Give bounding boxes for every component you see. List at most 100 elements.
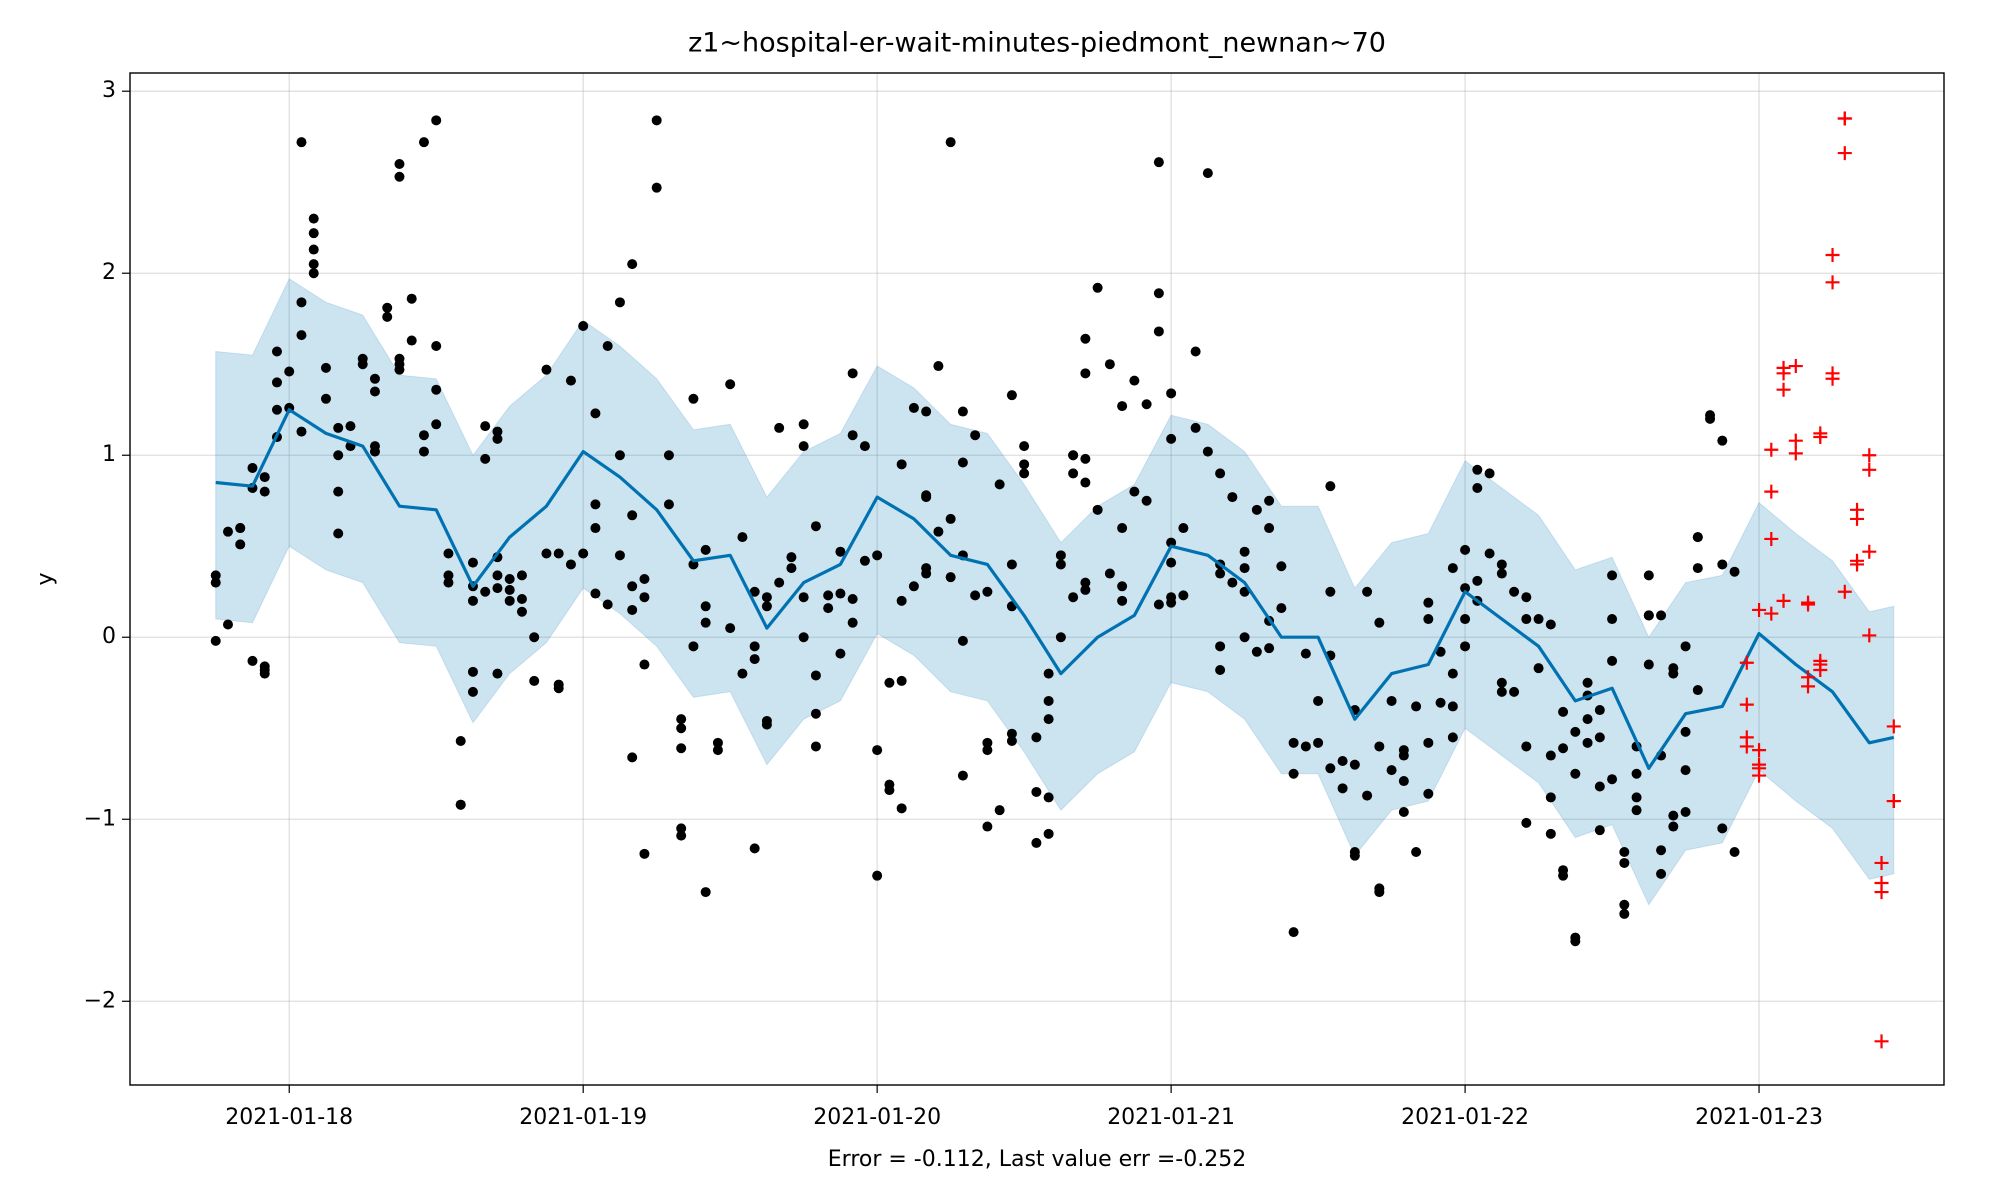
observed-point (676, 714, 687, 725)
observed-point (627, 752, 638, 763)
observed-point (1570, 726, 1581, 737)
observed-point (1055, 632, 1066, 643)
forecast-point (1776, 593, 1791, 608)
observed-point (1362, 586, 1373, 597)
observed-point (896, 675, 907, 686)
observed-point (1558, 865, 1569, 876)
observed-point (884, 785, 895, 796)
observed-point (1460, 583, 1471, 594)
observed-point (676, 823, 687, 834)
observed-point (1166, 537, 1177, 548)
observed-point (651, 115, 662, 126)
observed-point (908, 581, 919, 592)
observed-point (847, 594, 858, 605)
observed-point (1313, 737, 1324, 748)
observed-point (394, 364, 405, 375)
observed-point (1153, 599, 1164, 610)
observed-point (663, 499, 674, 510)
observed-point (1288, 768, 1299, 779)
observed-point (516, 570, 527, 581)
observed-point (639, 848, 650, 859)
observed-point (847, 368, 858, 379)
observed-point (1166, 592, 1177, 603)
observed-point (1496, 686, 1507, 697)
observed-point (333, 450, 344, 461)
observed-point (1558, 706, 1569, 717)
observed-point (431, 115, 442, 126)
observed-point (1374, 887, 1385, 898)
observed-point (1423, 788, 1434, 799)
observed-point (737, 668, 748, 679)
observed-point (872, 745, 883, 756)
observed-point (786, 552, 797, 563)
observed-point (529, 675, 540, 686)
y-tick-label: 1 (102, 442, 116, 467)
observed-point (1092, 504, 1103, 515)
observed-point (1607, 570, 1618, 581)
observed-point (345, 421, 356, 432)
observed-point (1031, 837, 1042, 848)
observed-point (1141, 399, 1152, 410)
observed-point (1484, 548, 1495, 559)
forecast-point (1862, 448, 1877, 463)
observed-point (1264, 495, 1275, 506)
observed-point (1619, 908, 1630, 919)
observed-point (492, 668, 503, 679)
observed-point (1031, 786, 1042, 797)
observed-point (210, 635, 221, 646)
observed-point (296, 330, 307, 341)
observed-point (1582, 714, 1593, 725)
uncertainty-band (215, 277, 1895, 906)
observed-point (994, 479, 1005, 490)
observed-point (553, 679, 564, 690)
observed-point (333, 486, 344, 497)
observed-point (222, 526, 233, 537)
forecast-point (1837, 111, 1852, 126)
observed-point (1692, 563, 1703, 574)
observed-point (1582, 737, 1593, 748)
x-tick-label: 2021-01-21 (1107, 1105, 1235, 1130)
observed-point (1705, 413, 1716, 424)
observed-point (1521, 592, 1532, 603)
forecast-point (1764, 484, 1779, 499)
observed-point (908, 402, 919, 413)
observed-point (1043, 792, 1054, 803)
observed-point (296, 137, 307, 148)
observed-point (431, 384, 442, 395)
forecast-point (1739, 739, 1754, 754)
observed-point (700, 887, 711, 898)
observed-point (492, 570, 503, 581)
observed-point (921, 406, 932, 417)
forecast-point (1850, 511, 1865, 526)
observed-point (639, 659, 650, 670)
observed-point (1190, 346, 1201, 357)
forecast-point (1874, 1034, 1889, 1049)
forecast-point (1825, 275, 1840, 290)
observed-point (406, 335, 417, 346)
observed-point (602, 341, 613, 352)
observed-point (1104, 568, 1115, 579)
observed-point (1153, 326, 1164, 337)
observed-point (467, 595, 478, 606)
observed-point (1545, 619, 1556, 630)
observed-point (541, 548, 552, 559)
observed-point (1619, 899, 1630, 910)
observed-point (1386, 765, 1397, 776)
observed-point (259, 486, 270, 497)
observed-point (810, 741, 821, 752)
observed-point (271, 404, 282, 415)
observed-point (1447, 563, 1458, 574)
observed-point (786, 563, 797, 574)
observed-point (565, 375, 576, 386)
observed-point (1153, 288, 1164, 299)
observed-point (247, 655, 258, 666)
observed-point (1055, 559, 1066, 570)
observed-point (259, 661, 270, 672)
observed-point (1521, 741, 1532, 752)
observed-point (357, 353, 368, 364)
observed-point (627, 581, 638, 592)
observed-point (284, 366, 295, 377)
observed-point (1264, 523, 1275, 534)
observed-point (1043, 714, 1054, 725)
observed-point (1717, 823, 1728, 834)
